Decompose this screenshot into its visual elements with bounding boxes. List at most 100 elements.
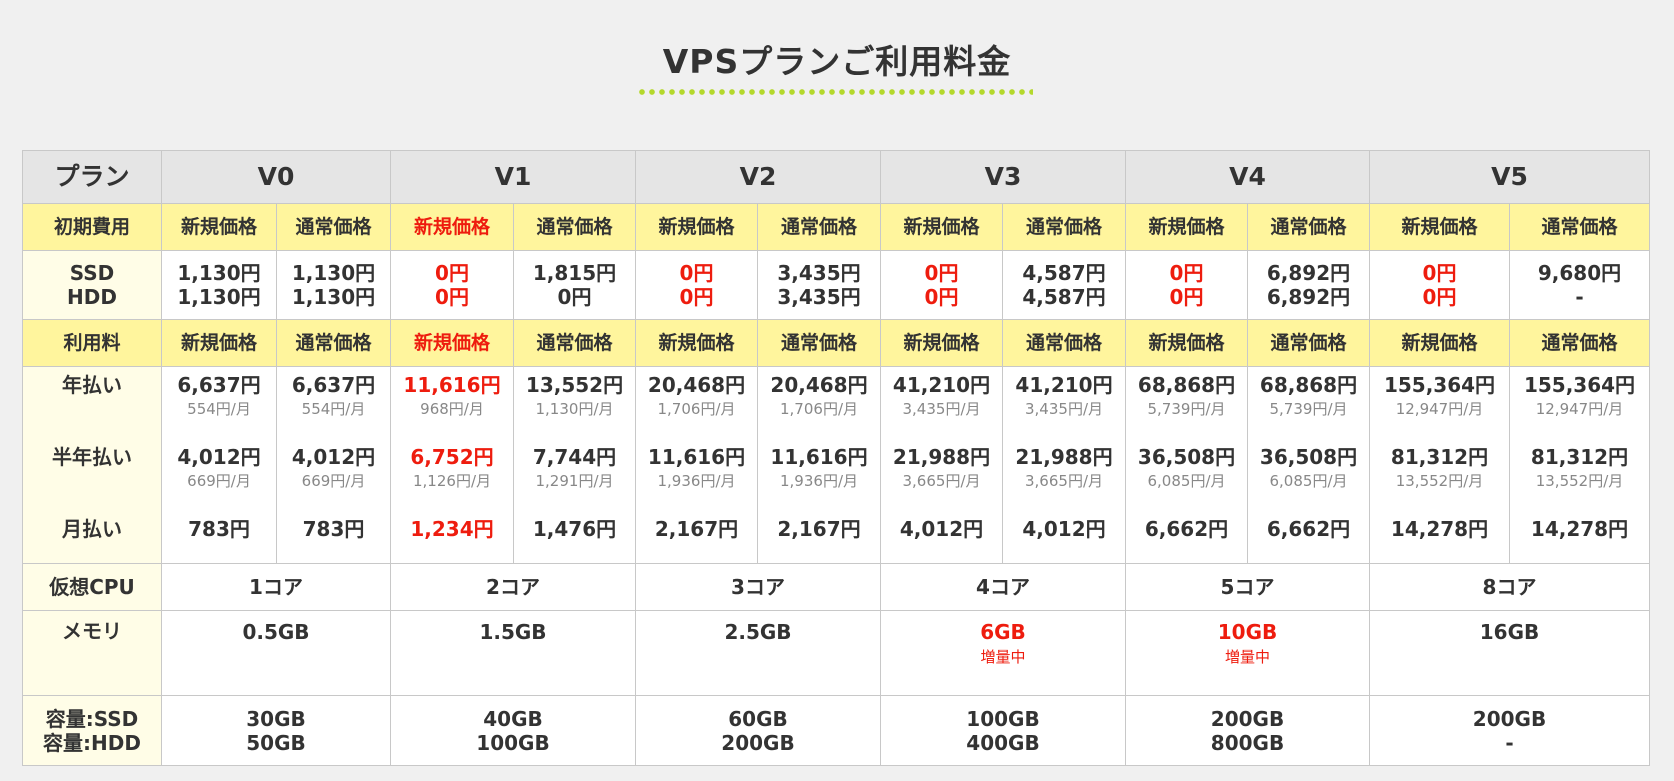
- init-cell: 1,130円 1,130円: [161, 250, 277, 320]
- annual-price: 68,868円: [1137, 373, 1236, 397]
- init-cell: 3,435円 3,435円: [757, 250, 881, 320]
- annual-price: 68,868円: [1259, 373, 1358, 397]
- normal-price-header: 通常価格: [1002, 203, 1126, 251]
- normal-price-header: 通常価格: [1509, 203, 1650, 251]
- capacity-cell: 200GB -: [1369, 695, 1650, 766]
- cpu-value: 3コア: [635, 563, 881, 611]
- label-memory: メモリ: [22, 610, 162, 696]
- memory-cell: 6GB 増量中: [880, 610, 1126, 696]
- init-hdd: 0円: [435, 285, 469, 309]
- fee-cell: 155,364円 12,947円/月 81,312円 13,552円/月 14,27…: [1509, 366, 1650, 564]
- init-ssd: 9,680円: [1537, 261, 1622, 285]
- title-dotted-underline: [637, 89, 1033, 95]
- cpu-value: 4コア: [880, 563, 1126, 611]
- label-capacity-hdd: 容量:HDD: [43, 730, 141, 755]
- row-plan-names: プラン V0 V1 V2 V3 V4 V5: [22, 150, 1650, 204]
- monthly-price: 783円: [188, 517, 250, 541]
- plan-name-v5: V5: [1369, 150, 1650, 204]
- title-area: VPSプランご利用料金: [0, 38, 1674, 86]
- new-price-header: 新規価格: [1125, 203, 1248, 251]
- normal-price-header: 通常価格: [1002, 319, 1126, 367]
- init-ssd: 1,130円: [177, 261, 261, 285]
- annual-per-month: 1,706円/月: [780, 400, 858, 418]
- normal-price-header: 通常価格: [757, 203, 881, 251]
- memory-value: 10GB: [1217, 620, 1278, 644]
- monthly-price: 4,012円: [1022, 517, 1106, 541]
- init-hdd: 3,435円: [777, 285, 861, 309]
- half-year-price: 4,012円: [291, 445, 376, 469]
- capacity-hdd: 50GB: [246, 730, 306, 755]
- init-cell: 6,892円 6,892円: [1247, 250, 1370, 320]
- half-year-price: 21,988円: [1015, 445, 1113, 469]
- half-year-price: 81,312円: [1530, 445, 1629, 469]
- half-year-price: 21,988円: [892, 445, 991, 469]
- half-year-per-month: 13,552円/月: [1395, 472, 1484, 490]
- half-year-price: 4,012円: [177, 445, 261, 469]
- capacity-hdd: -: [1505, 730, 1514, 755]
- half-year-price: 36,508円: [1137, 445, 1236, 469]
- capacity-cell: 40GB 100GB: [390, 695, 636, 766]
- init-cell: 1,815円 0円: [513, 250, 636, 320]
- page-title: VPSプランご利用料金: [662, 42, 1012, 81]
- new-price-header: 新規価格: [1369, 203, 1510, 251]
- memory-value: 16GB: [1479, 620, 1540, 644]
- new-price-header: 新規価格: [880, 203, 1003, 251]
- new-price-header: 新規価格: [161, 319, 277, 367]
- half-year-price: 81,312円: [1390, 445, 1489, 469]
- init-cell: 9,680円 -: [1509, 250, 1650, 320]
- half-year-price: 7,744円: [532, 445, 617, 469]
- init-hdd: 1,130円: [291, 285, 376, 309]
- monthly-price: 1,476円: [532, 517, 617, 541]
- half-year-per-month: 669円/月: [301, 472, 366, 490]
- half-year-price: 36,508円: [1259, 445, 1358, 469]
- annual-per-month: 1,130円/月: [535, 400, 614, 418]
- capacity-ssd: 200GB: [1210, 706, 1285, 731]
- init-ssd: 4,587円: [1022, 261, 1106, 285]
- row-usage-header: 利用料 新規価格 通常価格 新規価格 通常価格 新規価格 通常価格 新規価格 通…: [22, 319, 1650, 367]
- label-capacity-ssd: 容量:SSD: [45, 706, 139, 731]
- init-hdd: 0円: [557, 285, 592, 309]
- init-ssd: 6,892円: [1266, 261, 1351, 285]
- capacity-cell: 30GB 50GB: [161, 695, 391, 766]
- plan-name-v3: V3: [880, 150, 1126, 204]
- new-price-header: 新規価格: [390, 203, 514, 251]
- capacity-hdd: 800GB: [1210, 730, 1285, 755]
- annual-price: 20,468円: [647, 373, 746, 397]
- new-price-header: 新規価格: [161, 203, 277, 251]
- init-hdd: -: [1575, 285, 1584, 309]
- fee-cell: 6,637円 554円/月 4,012円 669円/月 783円: [276, 366, 391, 564]
- init-cell: 0円 0円: [1125, 250, 1248, 320]
- annual-price: 6,637円: [291, 373, 376, 397]
- normal-price-header: 通常価格: [513, 203, 636, 251]
- monthly-price: 783円: [302, 517, 365, 541]
- memory-value: 2.5GB: [724, 620, 792, 644]
- new-price-header: 新規価格: [635, 203, 758, 251]
- normal-price-header: 通常価格: [276, 319, 391, 367]
- new-price-header: 新規価格: [880, 319, 1003, 367]
- label-monthly: 月払い: [62, 517, 122, 541]
- half-year-price: 11,616円: [770, 445, 868, 469]
- annual-per-month: 968円/月: [420, 400, 484, 418]
- fee-cell: 6,637円 554円/月 4,012円 669円/月 783円: [161, 366, 277, 564]
- label-half-year: 半年払い: [52, 445, 132, 469]
- init-hdd: 1,130円: [177, 285, 261, 309]
- init-cell: 4,587円 4,587円: [1002, 250, 1126, 320]
- half-year-per-month: 3,665円/月: [902, 472, 981, 490]
- normal-price-header: 通常価格: [1247, 319, 1370, 367]
- normal-price-header: 通常価格: [276, 203, 391, 251]
- annual-per-month: 1,706円/月: [657, 400, 736, 418]
- fee-cell: 20,468円 1,706円/月 11,616円 1,936円/月 2,167円: [757, 366, 881, 564]
- annual-price: 155,364円: [1383, 373, 1496, 397]
- new-price-header: 新規価格: [1369, 319, 1510, 367]
- label-ssd: SSD: [69, 261, 115, 285]
- annual-price: 6,637円: [177, 373, 261, 397]
- fee-cell: 155,364円 12,947円/月 81,312円 13,552円/月 14,27…: [1369, 366, 1510, 564]
- init-cell: 0円 0円: [880, 250, 1003, 320]
- label-ssd-hdd: SSD HDD: [22, 250, 162, 320]
- annual-price: 155,364円: [1523, 373, 1636, 397]
- annual-per-month: 12,947円/月: [1535, 400, 1624, 418]
- init-hdd: 0円: [1422, 285, 1457, 309]
- init-cell: 0円 0円: [1369, 250, 1510, 320]
- half-year-per-month: 6,085円/月: [1147, 472, 1226, 490]
- label-initial-fee: 初期費用: [22, 203, 162, 251]
